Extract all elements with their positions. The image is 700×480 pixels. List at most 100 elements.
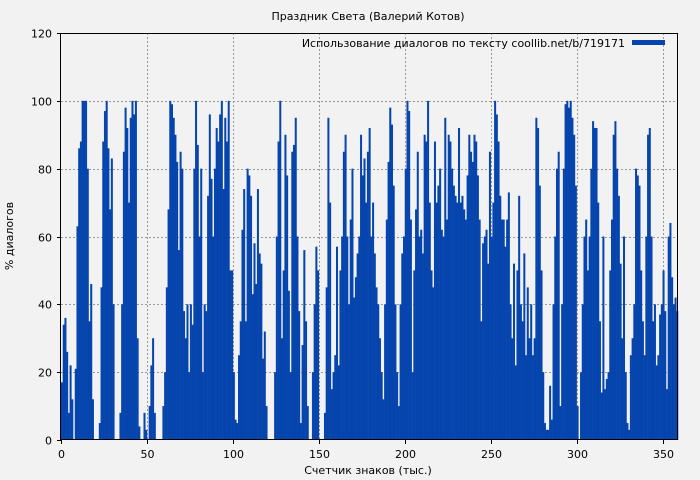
bar: [445, 219, 448, 440]
bar: [671, 277, 674, 440]
bar: [370, 236, 373, 440]
bar: [471, 161, 474, 440]
x-tick-label: 150: [309, 448, 330, 461]
bar: [452, 185, 455, 440]
plot-frame: [60, 33, 678, 440]
bar: [428, 202, 431, 440]
bar: [66, 351, 69, 440]
bar: [507, 192, 510, 440]
bar: [179, 151, 182, 441]
bar: [511, 338, 514, 440]
bar: [306, 406, 309, 440]
bar: [64, 317, 67, 440]
x-tick-label: 250: [481, 448, 502, 461]
x-tick-label: 350: [653, 448, 674, 461]
bar: [549, 385, 552, 440]
bar: [476, 175, 479, 440]
bar: [83, 100, 86, 440]
bar: [317, 270, 320, 440]
bar: [653, 304, 656, 440]
bar: [629, 355, 632, 440]
legend-label: Использование диалогов по тексту coollib…: [302, 37, 625, 50]
bar: [499, 195, 502, 440]
bar: [655, 365, 658, 440]
bar: [533, 338, 536, 440]
bar: [397, 406, 400, 440]
bar: [612, 134, 615, 440]
bar: [485, 229, 488, 440]
bar: [378, 338, 381, 440]
bar: [473, 134, 476, 440]
bar: [466, 175, 469, 440]
bar: [447, 134, 450, 440]
bar: [586, 270, 589, 440]
bar: [358, 236, 361, 440]
bar: [580, 372, 583, 440]
bar: [299, 423, 302, 440]
bar: [390, 124, 394, 440]
bar: [545, 429, 548, 440]
bar: [131, 100, 134, 440]
bar: [619, 263, 622, 440]
bar: [222, 189, 225, 440]
x-tick-label: 100: [223, 448, 244, 461]
bar: [604, 389, 607, 440]
bar: [169, 100, 172, 440]
bar: [382, 399, 385, 440]
bar: [258, 253, 261, 440]
bar: [136, 338, 139, 440]
bar: [665, 389, 668, 440]
bar: [638, 185, 641, 440]
bar: [298, 311, 301, 440]
bar: [406, 100, 409, 440]
bar: [356, 253, 359, 440]
bar: [531, 355, 534, 440]
bar: [528, 338, 531, 440]
bar: [91, 399, 94, 440]
bar: [432, 287, 435, 440]
bar: [78, 148, 81, 441]
bar: [342, 151, 345, 441]
bar: [598, 321, 601, 440]
bar: [394, 304, 397, 440]
bar: [210, 178, 213, 440]
bar: [79, 141, 82, 441]
bar: [418, 236, 421, 440]
bar: [463, 209, 466, 440]
bar: [128, 202, 131, 440]
bar: [360, 134, 363, 440]
bar: [368, 127, 371, 440]
bar: [590, 168, 593, 440]
bar: [433, 141, 436, 441]
x-axis-label: Счетчик знаков (тыс.): [304, 464, 432, 477]
bar: [623, 236, 626, 440]
bar: [576, 406, 579, 440]
bar: [282, 270, 285, 440]
bar: [219, 114, 222, 441]
bar: [121, 304, 124, 440]
bar: [122, 151, 125, 441]
bar: [562, 168, 565, 440]
bar: [289, 372, 292, 440]
bar: [602, 236, 605, 440]
bar: [588, 236, 591, 440]
bar: [640, 270, 643, 440]
bar: [526, 287, 529, 440]
bar: [184, 338, 187, 440]
bar: [475, 141, 478, 441]
bar: [454, 195, 457, 440]
bar: [440, 229, 443, 440]
bar: [339, 270, 342, 440]
bar: [323, 412, 326, 440]
bar: [284, 134, 287, 440]
bar: [330, 389, 333, 440]
bar: [593, 127, 596, 440]
bar: [583, 236, 586, 440]
bar: [153, 412, 156, 440]
bar: [293, 144, 296, 441]
bar: [542, 372, 545, 440]
bar: [504, 246, 507, 440]
bar: [353, 297, 356, 440]
bar: [566, 100, 569, 440]
bar: [607, 372, 610, 440]
